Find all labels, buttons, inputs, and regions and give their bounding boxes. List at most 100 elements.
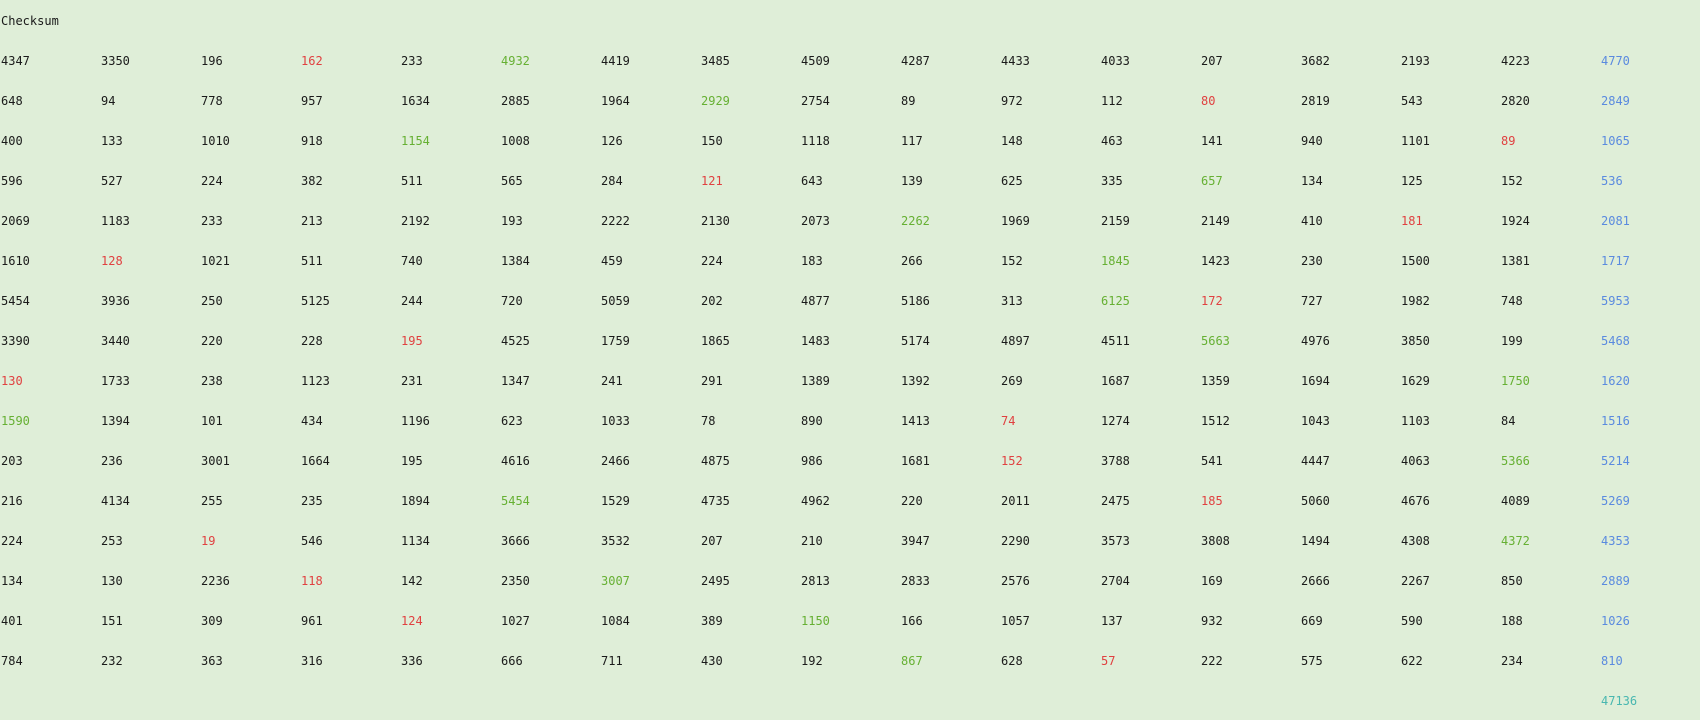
grid-cell-max: 1154 — [401, 134, 430, 148]
grid-cell: 89 — [901, 94, 916, 108]
grid-cell: 4897 — [1001, 334, 1030, 348]
grid-cell: 2011 — [1001, 494, 1030, 508]
grid-cell: 623 — [501, 414, 523, 428]
grid-cell: 2466 — [601, 454, 630, 468]
grid-cell: 199 — [1501, 334, 1523, 348]
grid-cell: 3850 — [1401, 334, 1430, 348]
grid-cell: 1118 — [801, 134, 830, 148]
grid-cell: 1924 — [1501, 214, 1530, 228]
grid-cell: 4976 — [1301, 334, 1330, 348]
grid-cell: 3350 — [101, 54, 130, 68]
grid-cell: 1196 — [401, 414, 430, 428]
row-checksum: 5953 — [1601, 294, 1630, 308]
grid-cell: 101 — [201, 414, 223, 428]
grid-cell-max: 3007 — [601, 574, 630, 588]
grid-cell-max: 4932 — [501, 54, 530, 68]
grid-cell: 2236 — [201, 574, 230, 588]
grid-cell: 2475 — [1101, 494, 1130, 508]
grid-cell: 596 — [1, 174, 23, 188]
grid-cell: 250 — [201, 294, 223, 308]
grid-cell: 84 — [1501, 414, 1516, 428]
grid-cell: 740 — [401, 254, 423, 268]
grid-cell-max: 1590 — [1, 414, 30, 428]
row-checksum: 2849 — [1601, 94, 1630, 108]
grid-cell: 1894 — [401, 494, 430, 508]
grid-cell: 231 — [401, 374, 423, 388]
grid-cell: 1043 — [1301, 414, 1330, 428]
grid-cell: 590 — [1401, 614, 1423, 628]
grid-cell: 203 — [1, 454, 23, 468]
grid-cell: 2495 — [701, 574, 730, 588]
grid-cell: 193 — [501, 214, 523, 228]
grid-cell: 4033 — [1101, 54, 1130, 68]
grid-cell: 183 — [801, 254, 823, 268]
row-checksum: 810 — [1601, 654, 1623, 668]
grid-cell: 336 — [401, 654, 423, 668]
grid-cell-min: 124 — [401, 614, 423, 628]
grid-cell: 3532 — [601, 534, 630, 548]
grid-cell-max: 4372 — [1501, 534, 1530, 548]
grid-cell: 284 — [601, 174, 623, 188]
grid-cell: 94 — [101, 94, 116, 108]
grid-cell: 142 — [401, 574, 423, 588]
grid-cell: 1865 — [701, 334, 730, 348]
grid-cell: 3485 — [701, 54, 730, 68]
row-checksum: 2889 — [1601, 574, 1630, 588]
grid-cell-min: 128 — [101, 254, 123, 268]
grid-cell-max: 2929 — [701, 94, 730, 108]
grid-cell: 152 — [1001, 254, 1023, 268]
grid-cell: 5186 — [901, 294, 930, 308]
grid-cell: 141 — [1201, 134, 1223, 148]
grid-cell: 2820 — [1501, 94, 1530, 108]
grid-cell: 139 — [901, 174, 923, 188]
grid-cell: 220 — [901, 494, 923, 508]
grid-cell: 1101 — [1401, 134, 1430, 148]
grid-cell: 2159 — [1101, 214, 1130, 228]
row-checksum: 2081 — [1601, 214, 1630, 228]
grid-cell: 4447 — [1301, 454, 1330, 468]
grid-cell-min: 121 — [701, 174, 723, 188]
grid-cell: 1123 — [301, 374, 330, 388]
grid-cell: 3682 — [1301, 54, 1330, 68]
grid-cell: 233 — [401, 54, 423, 68]
grid-cell: 230 — [1301, 254, 1323, 268]
grid-cell: 216 — [1, 494, 23, 508]
grid-cell: 2833 — [901, 574, 930, 588]
grid-cell: 648 — [1, 94, 23, 108]
grid-cell: 130 — [101, 574, 123, 588]
grid-cell: 669 — [1301, 614, 1323, 628]
grid-cell: 2885 — [501, 94, 530, 108]
grid-cell: 1021 — [201, 254, 230, 268]
row-checksum: 536 — [1601, 174, 1623, 188]
grid-cell: 3666 — [501, 534, 530, 548]
grid-cell-min: 89 — [1501, 134, 1516, 148]
grid-cell: 1629 — [1401, 374, 1430, 388]
grid-cell: 2290 — [1001, 534, 1030, 548]
grid-cell: 4962 — [801, 494, 830, 508]
grid-cell: 643 — [801, 174, 823, 188]
grid-cell: 918 — [301, 134, 323, 148]
grid-cell: 1084 — [601, 614, 630, 628]
grid-cell-min: 185 — [1201, 494, 1223, 508]
grid-cell: 727 — [1301, 294, 1323, 308]
grid-cell-max: 5454 — [501, 494, 530, 508]
grid-cell: 4511 — [1101, 334, 1130, 348]
grid-cell: 1500 — [1401, 254, 1430, 268]
grid-cell: 112 — [1101, 94, 1123, 108]
grid-cell: 222 — [1201, 654, 1223, 668]
grid-cell: 1027 — [501, 614, 530, 628]
grid-cell-max: 867 — [901, 654, 923, 668]
grid-cell: 125 — [1401, 174, 1423, 188]
grid-cell: 2222 — [601, 214, 630, 228]
grid-cell: 628 — [1001, 654, 1023, 668]
row-checksum: 1516 — [1601, 414, 1630, 428]
grid-cell-min: 130 — [1, 374, 23, 388]
grid-cell: 1982 — [1401, 294, 1430, 308]
grid-cell: 269 — [1001, 374, 1023, 388]
grid-cell-min: 195 — [401, 334, 423, 348]
grid-cell: 4735 — [701, 494, 730, 508]
grid-cell: 382 — [301, 174, 323, 188]
grid-cell: 410 — [1301, 214, 1323, 228]
grid-cell: 666 — [501, 654, 523, 668]
grid-cell: 4134 — [101, 494, 130, 508]
